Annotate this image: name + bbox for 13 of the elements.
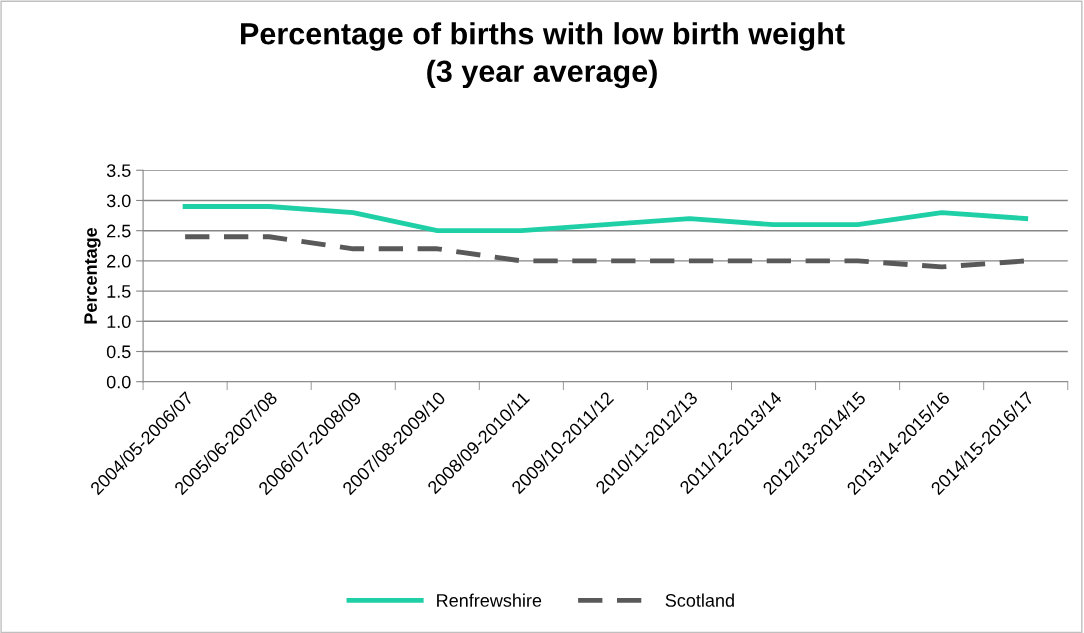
- y-tick-label: 1.0: [107, 315, 131, 329]
- line-series: [182, 204, 1029, 234]
- y-tick-label: 0.0: [106, 375, 131, 389]
- legend-label: Scotland: [665, 593, 734, 607]
- y-tick-label: 2.5: [107, 224, 131, 238]
- y-tick-label: 1.5: [107, 285, 131, 298]
- legend-label: Renfrewshire: [437, 593, 542, 607]
- chart-title: Percentage of births with low birth weight (3 year average): [241, 22, 845, 89]
- y-tick-label: 2.0: [107, 254, 131, 268]
- y-tick-label: 3.0: [106, 194, 131, 208]
- y-tick-label: 3.5: [106, 164, 131, 177]
- y-tick-label: 0.5: [106, 345, 131, 359]
- y-axis-title: Percentage: [84, 227, 101, 324]
